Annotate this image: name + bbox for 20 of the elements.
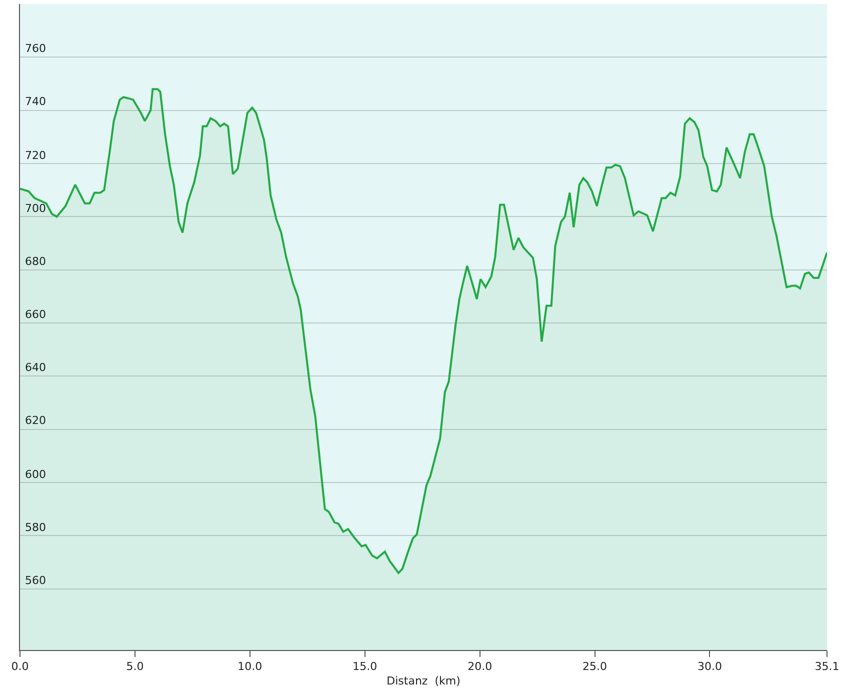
x-tick-label: 20.0 [468,660,492,674]
y-tick-label: 640 [25,361,46,374]
y-tick-label: 760 [25,42,46,55]
x-tick-label: 10.0 [238,660,262,674]
x-tick-label: 30.0 [697,660,722,674]
y-tick-label: 560 [25,574,46,587]
y-tick-label: 720 [25,149,46,162]
y-tick-label: 600 [25,468,46,481]
x-tick-label: 0.0 [11,660,29,674]
x-axis-title: Distanz (km) [386,674,460,688]
y-tick-label: 620 [25,414,46,427]
x-tick-label: 35.1 [814,660,840,674]
y-tick-label: 680 [25,255,46,268]
y-tick-label: 740 [25,95,46,108]
x-tick-label: 25.0 [582,660,608,674]
x-tick-label: 15.0 [352,660,378,674]
y-tick-label: 700 [25,202,46,215]
y-tick-label: 580 [25,521,46,534]
x-tick-label: 5.0 [126,660,144,674]
y-tick-label: 660 [25,308,46,321]
